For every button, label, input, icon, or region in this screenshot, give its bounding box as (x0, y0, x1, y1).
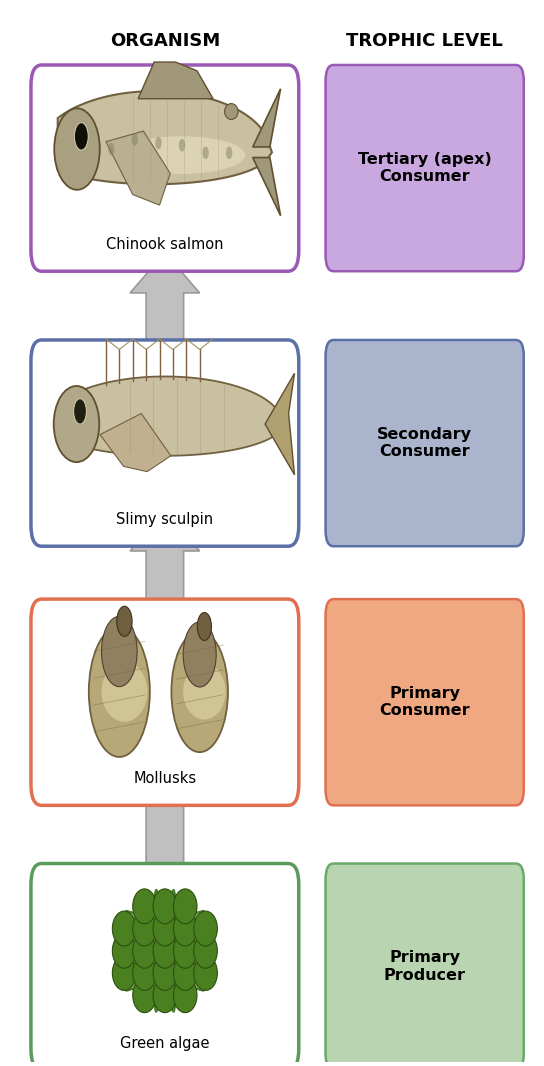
FancyBboxPatch shape (325, 863, 524, 1066)
Ellipse shape (171, 631, 228, 753)
Ellipse shape (54, 109, 100, 190)
Text: Tertiary (apex)
Consumer: Tertiary (apex) Consumer (358, 152, 492, 184)
Circle shape (132, 133, 138, 146)
Ellipse shape (153, 889, 177, 924)
Text: Primary
Consumer: Primary Consumer (379, 687, 470, 718)
Text: Primary
Producer: Primary Producer (384, 951, 466, 983)
Ellipse shape (174, 889, 197, 924)
Polygon shape (130, 757, 200, 873)
Ellipse shape (153, 911, 177, 946)
Ellipse shape (225, 103, 238, 119)
Ellipse shape (102, 616, 137, 687)
Ellipse shape (133, 911, 156, 946)
Ellipse shape (116, 136, 245, 174)
Ellipse shape (153, 978, 177, 1013)
Text: Chinook salmon: Chinook salmon (106, 238, 224, 253)
Polygon shape (253, 88, 281, 147)
Polygon shape (100, 414, 171, 471)
FancyBboxPatch shape (325, 340, 524, 546)
Ellipse shape (133, 978, 156, 1013)
Ellipse shape (102, 662, 147, 722)
Polygon shape (71, 376, 283, 456)
Ellipse shape (133, 955, 156, 990)
Ellipse shape (183, 621, 216, 687)
Ellipse shape (174, 934, 197, 968)
Circle shape (179, 139, 185, 151)
Ellipse shape (89, 627, 150, 757)
FancyBboxPatch shape (31, 65, 299, 271)
Ellipse shape (113, 934, 136, 968)
Text: Green algae: Green algae (120, 1036, 209, 1051)
Circle shape (155, 136, 162, 149)
Ellipse shape (194, 955, 218, 990)
FancyBboxPatch shape (31, 340, 299, 546)
Ellipse shape (133, 934, 156, 968)
Polygon shape (253, 158, 281, 215)
Circle shape (226, 146, 232, 159)
Ellipse shape (153, 955, 177, 990)
Ellipse shape (197, 613, 212, 641)
Circle shape (108, 143, 115, 156)
Polygon shape (138, 62, 213, 99)
FancyBboxPatch shape (31, 599, 299, 805)
Text: Secondary
Consumer: Secondary Consumer (377, 426, 472, 459)
Polygon shape (265, 373, 294, 474)
Circle shape (202, 146, 209, 159)
Ellipse shape (194, 934, 218, 968)
Ellipse shape (133, 889, 156, 924)
Ellipse shape (194, 911, 218, 946)
Ellipse shape (174, 911, 197, 946)
Polygon shape (130, 511, 200, 627)
Polygon shape (130, 253, 200, 369)
Circle shape (75, 123, 88, 150)
Ellipse shape (174, 978, 197, 1013)
Ellipse shape (183, 664, 226, 720)
Ellipse shape (117, 607, 132, 636)
FancyBboxPatch shape (325, 599, 524, 805)
Ellipse shape (153, 934, 177, 968)
Text: Mollusks: Mollusks (133, 772, 196, 787)
Text: ORGANISM: ORGANISM (110, 32, 220, 50)
FancyBboxPatch shape (31, 863, 299, 1066)
Polygon shape (58, 92, 272, 184)
Polygon shape (106, 131, 170, 205)
Text: Slimy sculpin: Slimy sculpin (116, 512, 213, 528)
Polygon shape (114, 889, 216, 1012)
Ellipse shape (174, 955, 197, 990)
Ellipse shape (113, 955, 136, 990)
Ellipse shape (113, 911, 136, 946)
Ellipse shape (54, 386, 99, 463)
Circle shape (73, 399, 86, 424)
Text: TROPHIC LEVEL: TROPHIC LEVEL (347, 32, 503, 50)
FancyBboxPatch shape (325, 65, 524, 271)
